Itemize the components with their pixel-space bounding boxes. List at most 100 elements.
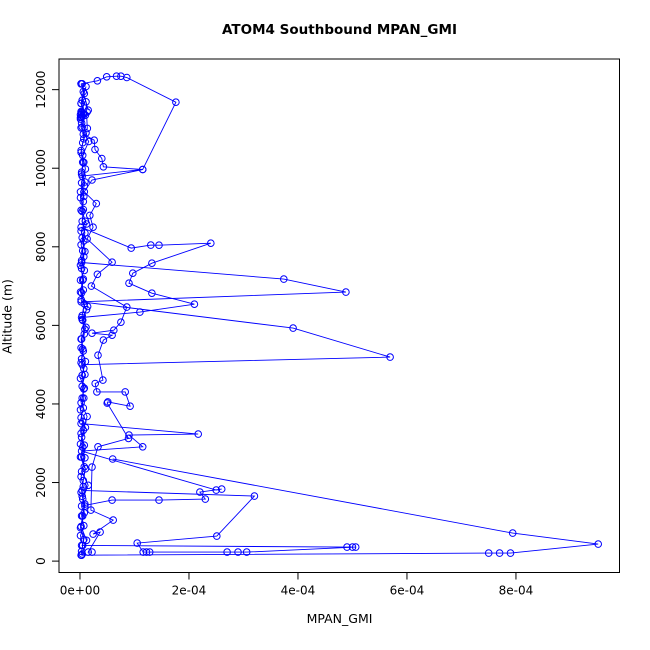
data-point bbox=[89, 223, 97, 231]
data-point bbox=[79, 130, 88, 138]
y-tick-label: 4000 bbox=[34, 389, 48, 420]
data-point bbox=[87, 282, 96, 290]
chart-title: ATOM4 Southbound MPAN_GMI bbox=[222, 22, 457, 38]
data-point bbox=[77, 467, 86, 476]
data-point bbox=[147, 241, 155, 249]
data-point bbox=[77, 80, 85, 88]
data-point bbox=[103, 399, 111, 407]
data-point bbox=[78, 371, 86, 380]
data-point bbox=[79, 426, 88, 435]
data-point bbox=[148, 289, 156, 298]
data-point bbox=[77, 258, 86, 267]
data-point bbox=[289, 324, 297, 332]
data-point bbox=[93, 388, 101, 396]
y-axis-label: Altitude (m) bbox=[0, 279, 15, 354]
data-point bbox=[88, 463, 96, 471]
data-point bbox=[77, 256, 86, 265]
data-point bbox=[83, 302, 92, 311]
data-point bbox=[77, 551, 86, 560]
data-point bbox=[80, 330, 89, 338]
data-point bbox=[78, 492, 86, 501]
data-point bbox=[76, 113, 85, 122]
data-point bbox=[94, 351, 102, 360]
series-line-profile-right-mid bbox=[81, 262, 391, 366]
data-point bbox=[79, 275, 88, 283]
data-point bbox=[78, 234, 86, 242]
data-point bbox=[351, 543, 360, 551]
data-point bbox=[83, 235, 91, 243]
data-point bbox=[108, 331, 116, 340]
data-point bbox=[93, 270, 102, 279]
x-axis-label: MPAN_GMI bbox=[306, 611, 373, 626]
data-point bbox=[96, 528, 104, 536]
y-tick-label: 6000 bbox=[34, 310, 48, 341]
data-point bbox=[342, 288, 350, 296]
data-point bbox=[86, 211, 94, 220]
data-point bbox=[148, 259, 156, 268]
data-point bbox=[87, 506, 95, 514]
data-point bbox=[77, 241, 85, 249]
data-point bbox=[88, 176, 96, 184]
data-point bbox=[212, 486, 220, 494]
data-point bbox=[77, 108, 85, 117]
data-point bbox=[125, 431, 133, 439]
data-point bbox=[78, 360, 86, 369]
series-line-profile-top-arc bbox=[81, 75, 177, 177]
data-point bbox=[81, 454, 89, 462]
data-point bbox=[126, 402, 134, 411]
data-point bbox=[108, 258, 116, 267]
data-point bbox=[80, 509, 89, 517]
x-tick-label: 0e+00 bbox=[60, 584, 100, 598]
data-point bbox=[172, 98, 180, 106]
data-point bbox=[81, 247, 89, 256]
data-point bbox=[112, 72, 121, 80]
data-point bbox=[78, 486, 86, 495]
data-point bbox=[125, 279, 133, 288]
data-point bbox=[83, 108, 91, 116]
data-point bbox=[127, 244, 135, 252]
data-point bbox=[82, 323, 90, 332]
data-point bbox=[484, 549, 493, 557]
data-point bbox=[84, 137, 93, 146]
data-point bbox=[190, 300, 199, 309]
series-line-profile-scatter-mid bbox=[80, 83, 143, 553]
y-tick-label: 2000 bbox=[34, 467, 48, 498]
data-point bbox=[79, 476, 88, 485]
data-point bbox=[508, 529, 517, 537]
data-point bbox=[121, 388, 129, 396]
data-point bbox=[78, 495, 87, 503]
data-point bbox=[77, 522, 85, 531]
data-point bbox=[139, 548, 147, 556]
data-point bbox=[77, 344, 85, 352]
data-point bbox=[90, 136, 98, 144]
data-point bbox=[133, 539, 141, 547]
data-point bbox=[78, 172, 86, 180]
data-point bbox=[76, 288, 85, 296]
data-point bbox=[207, 239, 215, 247]
data-point bbox=[88, 329, 96, 338]
data-point bbox=[102, 73, 111, 81]
data-point bbox=[142, 548, 151, 556]
y-tick-label: 8000 bbox=[34, 232, 48, 263]
data-point bbox=[83, 412, 91, 421]
data-point bbox=[77, 298, 85, 306]
data-point bbox=[80, 385, 88, 393]
y-tick-label: 12000 bbox=[34, 71, 48, 109]
data-point bbox=[82, 536, 91, 545]
data-point bbox=[99, 376, 107, 384]
data-point bbox=[98, 154, 106, 163]
data-point bbox=[109, 516, 117, 524]
data-point bbox=[155, 496, 163, 504]
data-point bbox=[82, 98, 90, 106]
data-point bbox=[213, 532, 221, 540]
data-point bbox=[81, 165, 90, 173]
data-point bbox=[77, 541, 86, 550]
data-point bbox=[123, 73, 131, 82]
data-point bbox=[495, 549, 504, 557]
data-point bbox=[348, 543, 357, 551]
x-tick-label: 8e-04 bbox=[499, 584, 534, 598]
data-point bbox=[77, 223, 85, 231]
data-point bbox=[83, 124, 92, 133]
y-tick-label: 10000 bbox=[34, 149, 48, 187]
